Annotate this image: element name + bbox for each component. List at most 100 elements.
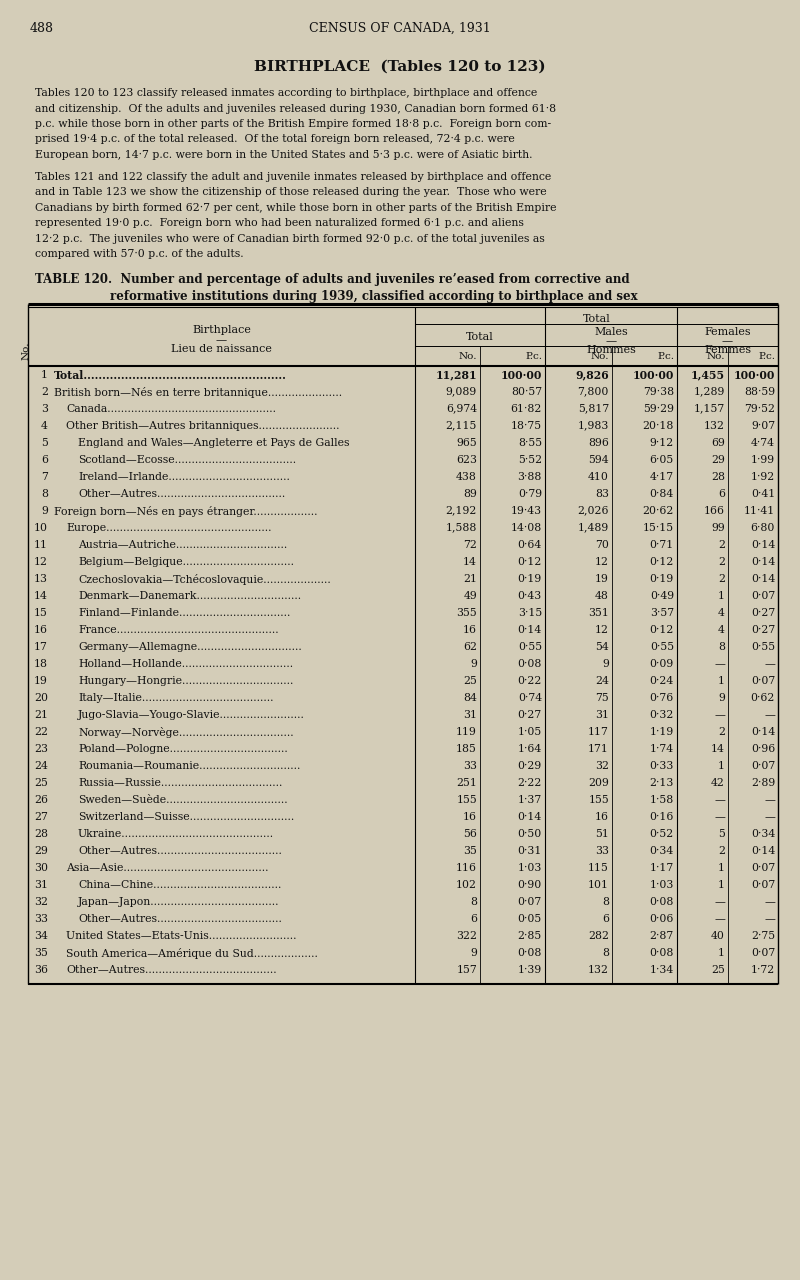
Text: 1,157: 1,157 bbox=[694, 403, 725, 413]
Text: 5: 5 bbox=[718, 828, 725, 838]
Text: 29: 29 bbox=[711, 454, 725, 465]
Text: Total: Total bbox=[582, 314, 610, 324]
Text: 3·57: 3·57 bbox=[650, 608, 674, 618]
Text: 99: 99 bbox=[711, 522, 725, 532]
Text: 1,289: 1,289 bbox=[694, 387, 725, 397]
Text: —: — bbox=[764, 709, 775, 719]
Text: 0·08: 0·08 bbox=[518, 659, 542, 668]
Text: Russia—Russie....................................: Russia—Russie...........................… bbox=[78, 778, 282, 787]
Text: Males: Males bbox=[594, 326, 628, 337]
Text: 1: 1 bbox=[41, 370, 48, 380]
Text: 17: 17 bbox=[34, 641, 48, 652]
Text: 13: 13 bbox=[34, 573, 48, 584]
Text: —: — bbox=[764, 795, 775, 805]
Text: 14: 14 bbox=[463, 557, 477, 567]
Text: 34: 34 bbox=[34, 931, 48, 941]
Text: 1·05: 1·05 bbox=[518, 727, 542, 737]
Text: Europe.................................................: Europe..................................… bbox=[66, 522, 271, 532]
Text: 0·49: 0·49 bbox=[650, 590, 674, 600]
Text: 8: 8 bbox=[41, 489, 48, 499]
Text: 101: 101 bbox=[588, 879, 609, 890]
Text: 15·15: 15·15 bbox=[643, 522, 674, 532]
Text: 27: 27 bbox=[34, 812, 48, 822]
Text: 25: 25 bbox=[34, 778, 48, 787]
Text: Ukraine.............................................: Ukraine.................................… bbox=[78, 828, 274, 838]
Text: 2·87: 2·87 bbox=[650, 931, 674, 941]
Text: 0·12: 0·12 bbox=[518, 557, 542, 567]
Text: 155: 155 bbox=[456, 795, 477, 805]
Text: 42: 42 bbox=[711, 778, 725, 787]
Text: TABLE 120.  Number and percentage of adults and juveniles re’eased from correcti: TABLE 120. Number and percentage of adul… bbox=[35, 273, 630, 285]
Text: 15: 15 bbox=[34, 608, 48, 618]
Text: 1,588: 1,588 bbox=[446, 522, 477, 532]
Text: 35: 35 bbox=[463, 846, 477, 856]
Text: 31: 31 bbox=[34, 879, 48, 890]
Text: —: — bbox=[722, 335, 733, 346]
Text: Jugo-Slavia—Yougo-Slavie.........................: Jugo-Slavia—Yougo-Slavie................… bbox=[78, 709, 305, 719]
Text: 1·34: 1·34 bbox=[650, 965, 674, 974]
Text: 4: 4 bbox=[718, 608, 725, 618]
Text: —: — bbox=[714, 914, 725, 924]
Text: 0·19: 0·19 bbox=[518, 573, 542, 584]
Text: 89: 89 bbox=[463, 489, 477, 499]
Text: 410: 410 bbox=[588, 472, 609, 481]
Text: 54: 54 bbox=[595, 641, 609, 652]
Text: Scotland—Ecosse....................................: Scotland—Ecosse.........................… bbox=[78, 454, 296, 465]
Text: 0·08: 0·08 bbox=[650, 897, 674, 906]
Text: Total......................................................: Total...................................… bbox=[54, 370, 287, 380]
Text: 49: 49 bbox=[463, 590, 477, 600]
Text: 16: 16 bbox=[463, 625, 477, 635]
Text: Hommes: Hommes bbox=[586, 344, 636, 355]
Text: BIRTHPLACE  (Tables 120 to 123): BIRTHPLACE (Tables 120 to 123) bbox=[254, 60, 546, 74]
Text: 209: 209 bbox=[588, 778, 609, 787]
Text: Czechoslovakia—Tchécoslovaquie....................: Czechoslovakia—Tchécoslovaquie..........… bbox=[78, 573, 330, 585]
Text: 20·62: 20·62 bbox=[642, 506, 674, 516]
Text: 19·43: 19·43 bbox=[511, 506, 542, 516]
Text: 185: 185 bbox=[456, 744, 477, 754]
Text: 0·64: 0·64 bbox=[518, 540, 542, 549]
Text: 488: 488 bbox=[30, 22, 54, 35]
Text: 88·59: 88·59 bbox=[744, 387, 775, 397]
Text: 3·88: 3·88 bbox=[518, 472, 542, 481]
Text: Tables 121 and 122 classify the adult and juvenile inmates released by birthplac: Tables 121 and 122 classify the adult an… bbox=[35, 172, 551, 182]
Text: Switzerland—Suisse...............................: Switzerland—Suisse......................… bbox=[78, 812, 294, 822]
Text: 84: 84 bbox=[463, 692, 477, 703]
Text: —: — bbox=[714, 795, 725, 805]
Text: 14: 14 bbox=[34, 590, 48, 600]
Text: Other British—Autres britanniques........................: Other British—Autres britanniques.......… bbox=[66, 421, 339, 430]
Text: 0·14: 0·14 bbox=[750, 727, 775, 737]
Text: 21: 21 bbox=[463, 573, 477, 584]
Text: British born—Nés en terre britannique......................: British born—Nés en terre britannique...… bbox=[54, 387, 342, 398]
Text: 35: 35 bbox=[34, 947, 48, 957]
Text: —: — bbox=[714, 812, 725, 822]
Text: Tables 120 to 123 classify released inmates according to birthplace, birthplace : Tables 120 to 123 classify released inma… bbox=[35, 88, 538, 99]
Text: 0·34: 0·34 bbox=[750, 828, 775, 838]
Text: 7,800: 7,800 bbox=[578, 387, 609, 397]
Text: 117: 117 bbox=[588, 727, 609, 737]
Text: and in Table 123 we show the citizenship of those released during the year.  Tho: and in Table 123 we show the citizenship… bbox=[35, 187, 546, 197]
Text: 19: 19 bbox=[595, 573, 609, 584]
Text: Belgium—Belgique.................................: Belgium—Belgique........................… bbox=[78, 557, 294, 567]
Text: 1,455: 1,455 bbox=[691, 370, 725, 380]
Text: 1·99: 1·99 bbox=[751, 454, 775, 465]
Text: 0·07: 0·07 bbox=[518, 897, 542, 906]
Text: 1: 1 bbox=[718, 676, 725, 686]
Text: 100·00: 100·00 bbox=[501, 370, 542, 380]
Text: 0·34: 0·34 bbox=[650, 846, 674, 856]
Text: 2,115: 2,115 bbox=[446, 421, 477, 430]
Text: Austria—Autriche.................................: Austria—Autriche........................… bbox=[78, 540, 287, 549]
Text: 322: 322 bbox=[456, 931, 477, 941]
Text: 1: 1 bbox=[718, 760, 725, 771]
Text: 0·32: 0·32 bbox=[650, 709, 674, 719]
Text: 119: 119 bbox=[456, 727, 477, 737]
Text: 79·38: 79·38 bbox=[643, 387, 674, 397]
Text: 59·29: 59·29 bbox=[643, 403, 674, 413]
Text: and citizenship.  Of the adults and juveniles released during 1930, Canadian bor: and citizenship. Of the adults and juven… bbox=[35, 104, 556, 114]
Text: No.: No. bbox=[706, 352, 725, 361]
Text: 623: 623 bbox=[456, 454, 477, 465]
Text: prised 19·4 p.c. of the total released.  Of the total foreign born released, 72·: prised 19·4 p.c. of the total released. … bbox=[35, 134, 514, 145]
Text: 0·55: 0·55 bbox=[518, 641, 542, 652]
Text: 0·07: 0·07 bbox=[750, 676, 775, 686]
Text: 72: 72 bbox=[463, 540, 477, 549]
Text: 0·55: 0·55 bbox=[751, 641, 775, 652]
